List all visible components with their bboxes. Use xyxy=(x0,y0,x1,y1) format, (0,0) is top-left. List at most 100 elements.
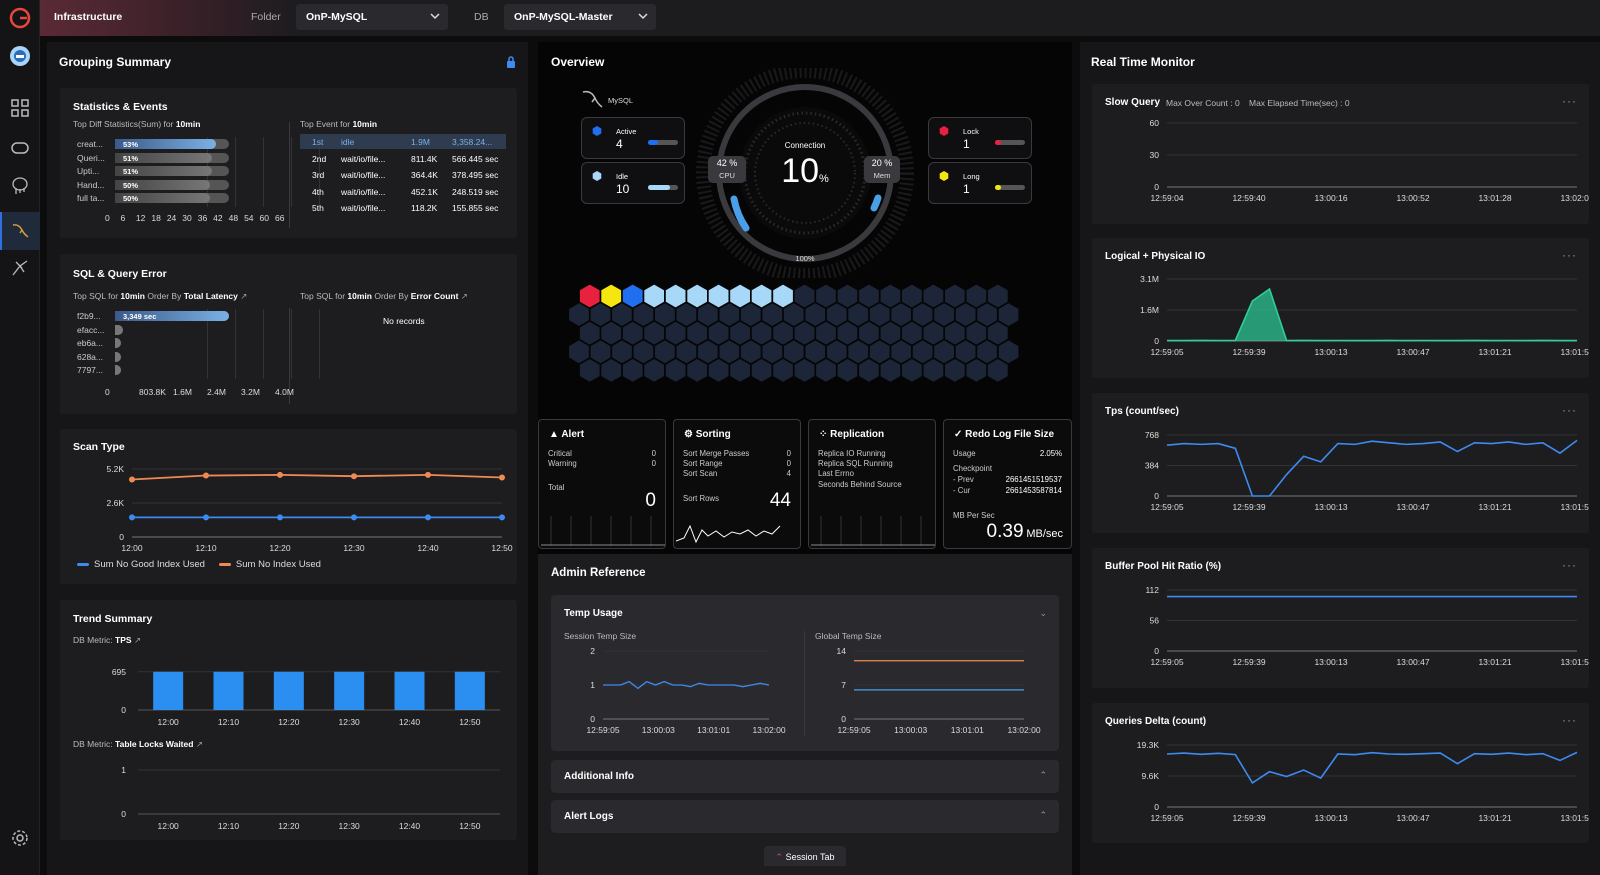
session-hex xyxy=(966,284,987,308)
bar-row[interactable]: Hand... 50% xyxy=(77,179,277,190)
long-sessions-card[interactable]: Long 1 xyxy=(928,162,1032,204)
alert-card[interactable]: ▲ Alert Critical 0 Warning 0 Total 0 xyxy=(538,419,666,549)
legend-item[interactable]: Sum No Good Index Used xyxy=(77,559,205,570)
grid-line xyxy=(235,137,236,207)
bar-row[interactable]: creat... 53% xyxy=(77,139,277,149)
tps-title: Tps (count/sec) xyxy=(1105,406,1179,417)
grouping-summary-title: Grouping Summary xyxy=(59,55,172,69)
session-tab-button[interactable]: ⌃ Session Tab xyxy=(764,846,846,866)
chevron-up-icon[interactable]: ⌃ xyxy=(1039,810,1047,820)
connection-readout: 10% xyxy=(755,152,855,191)
temp-usage-accordion[interactable]: Temp Usage ⌄ Session Temp Size Global Te… xyxy=(551,595,1059,751)
sort-rows-value: 44 xyxy=(769,490,791,511)
x-tick-label: 13:00:03 xyxy=(642,725,675,735)
bar-row[interactable]: Upti... 51% xyxy=(77,166,277,176)
postgresql-icon[interactable] xyxy=(8,174,32,198)
divider xyxy=(289,122,290,228)
bar-track: 53% xyxy=(115,139,229,149)
idle-bar xyxy=(648,185,678,190)
active-sessions-card[interactable]: Active 4 xyxy=(581,117,685,159)
mb-per-sec-unit: MB/sec xyxy=(1026,528,1063,540)
x-tick-label: 13:02:04 xyxy=(1560,193,1589,203)
session-hex xyxy=(923,284,944,308)
bar-row[interactable]: 628a... xyxy=(77,351,277,362)
bar-row[interactable]: Queri... 51% xyxy=(77,152,277,163)
active-value: 4 xyxy=(616,137,623,151)
bar-label: eb6a... xyxy=(77,338,103,348)
more-options-icon[interactable]: ··· xyxy=(1562,403,1577,417)
axis-tick-label: 12 xyxy=(135,213,146,223)
table-row[interactable]: 1st idle 1.9M 3,358.24... xyxy=(300,134,506,149)
sorting-card[interactable]: ⚙ Sorting Sort Merge Passes 0 Sort Range 0… xyxy=(673,419,801,549)
more-options-icon[interactable]: ··· xyxy=(1562,248,1577,262)
session-hex xyxy=(708,284,729,308)
legend-item[interactable]: Sum No Index Used xyxy=(218,559,321,570)
additional-info-accordion[interactable]: Additional Info ⌃ xyxy=(551,760,1059,793)
bar-row[interactable]: 7797... xyxy=(77,365,277,375)
replication-card[interactable]: ⁘ Replication Replica IO Running Replica… xyxy=(808,419,936,549)
x-tick-label: 12:20 xyxy=(278,717,300,727)
other-db-icon[interactable] xyxy=(8,256,32,280)
table-row[interactable]: 3rd wait/io/file... 364.4K 378.495 sec xyxy=(300,167,506,182)
axis-tick-label: 60 xyxy=(259,213,269,223)
bar-row[interactable]: f2b9... 3,349 sec xyxy=(77,311,277,321)
bar-row[interactable]: efacc... xyxy=(77,324,277,335)
series-line xyxy=(1166,439,1578,497)
session-hex xyxy=(998,340,1019,364)
bar-label: Upti... xyxy=(77,166,100,176)
folder-select[interactable]: OnP-MySQL xyxy=(296,4,448,30)
session-hex xyxy=(934,303,954,326)
table-cell: wait/io/file... xyxy=(341,170,386,180)
database-icon[interactable] xyxy=(8,136,32,160)
more-options-icon[interactable]: ··· xyxy=(1562,94,1577,108)
x-tick-label: 12:59:39 xyxy=(1232,347,1265,357)
dashboard-icon[interactable] xyxy=(8,96,32,120)
bar-row[interactable]: full ta... 50% xyxy=(77,193,277,203)
bar-label: Queri... xyxy=(77,152,105,163)
redo-log-card[interactable]: ✓ Redo Log File Size Usage 2.05% Checkpoi… xyxy=(943,419,1072,549)
alert-logs-accordion[interactable]: Alert Logs ⌃ xyxy=(551,800,1059,833)
db-select[interactable]: OnP-MySQL-Master xyxy=(504,4,656,30)
slow-query-card: Slow Query Max Over Count : 0 Max Elapse… xyxy=(1092,84,1589,224)
more-options-icon[interactable]: ··· xyxy=(1562,558,1577,572)
y-tick-label: 1 xyxy=(590,680,595,690)
session-hex xyxy=(880,321,901,345)
avatar-icon[interactable] xyxy=(8,44,32,68)
chevron-down-icon[interactable]: ⌄ xyxy=(1039,608,1047,618)
table-cell: wait/io/file... xyxy=(341,153,386,164)
table-row[interactable]: 4th wait/io/file... 452.1K 248.519 sec xyxy=(300,184,506,199)
x-tick-label: 13:01:55 xyxy=(1560,657,1589,667)
data-point xyxy=(129,476,135,483)
bar-row[interactable]: eb6a... xyxy=(77,338,277,348)
lock-icon[interactable] xyxy=(506,56,516,68)
table-row[interactable]: 2nd wait/io/file... 811.4K 566.445 sec xyxy=(300,151,506,166)
session-hex xyxy=(816,284,836,308)
session-hex xyxy=(676,340,697,364)
lock-sessions-card[interactable]: Lock 1 xyxy=(928,117,1032,159)
chevron-up-icon[interactable]: ⌃ xyxy=(1039,770,1047,780)
session-hex xyxy=(859,321,879,345)
logo-icon[interactable] xyxy=(8,6,32,30)
slow-query-max-elapsed: Max Elapsed Time(sec) : 0 xyxy=(1249,98,1350,108)
session-hex xyxy=(633,303,654,326)
table-cell: 155.855 sec xyxy=(452,203,499,213)
settings-icon[interactable] xyxy=(8,826,32,850)
x-tick-label: 12:59:05 xyxy=(837,725,870,735)
x-tick-label: 12:30 xyxy=(339,717,361,727)
bar-fill xyxy=(115,338,121,348)
x-tick-label: 12:59:40 xyxy=(1232,193,1265,203)
session-hex xyxy=(945,359,965,382)
lock-bar xyxy=(995,140,1025,145)
grid-line xyxy=(263,137,264,207)
idle-sessions-card[interactable]: Idle 10 xyxy=(581,162,685,204)
x-tick-label: 12:59:05 xyxy=(1150,657,1183,667)
table-row[interactable]: 5th wait/io/file... 118.2K 155.855 sec xyxy=(300,200,506,215)
x-tick-label: 13:02:00 xyxy=(752,725,785,735)
connection-label: Connection xyxy=(784,141,826,150)
more-options-icon[interactable]: ··· xyxy=(1562,713,1577,727)
x-tick-label: 12:59:05 xyxy=(1150,502,1183,512)
critical-row: Critical 0 xyxy=(548,449,656,458)
x-tick-label: 12:10 xyxy=(195,543,217,553)
axis-tick-label: 24 xyxy=(166,213,177,223)
mysql-icon[interactable] xyxy=(8,219,32,243)
